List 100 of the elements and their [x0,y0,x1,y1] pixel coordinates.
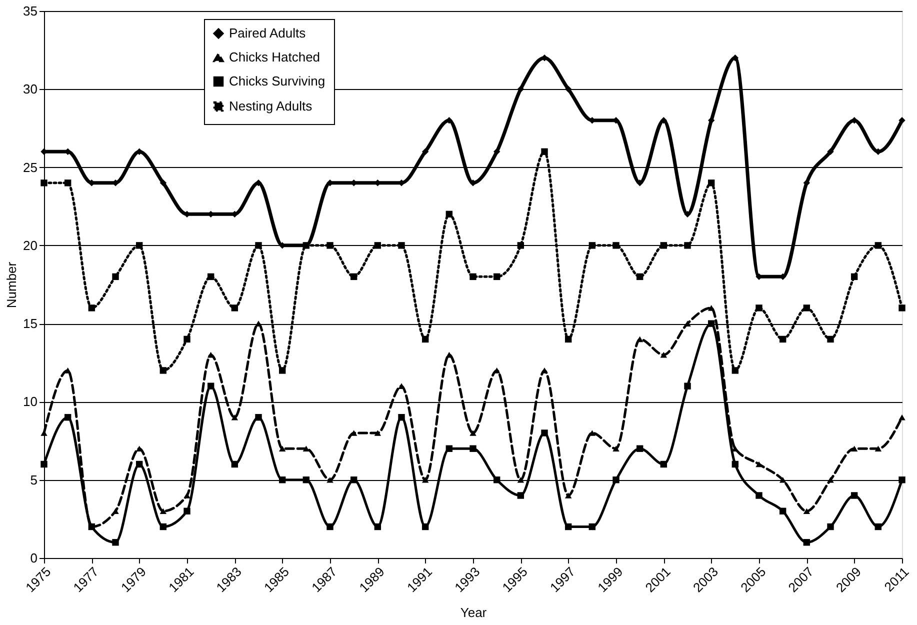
point [612,242,620,249]
point [40,460,48,468]
point [184,508,190,514]
point [302,446,310,452]
y-tick-label: 30 [23,82,38,97]
point [136,242,143,249]
y-tick-label: 5 [30,472,38,488]
point [732,54,739,62]
point [779,476,786,483]
legend-label: Chicks Hatched [229,50,320,64]
point [374,523,382,530]
point [564,86,572,92]
point [231,304,238,312]
point [732,460,739,468]
point [708,117,715,124]
point [874,446,882,452]
point [136,460,143,468]
point [302,242,310,249]
point [517,242,524,249]
point [564,492,572,498]
point [446,445,453,452]
point [898,117,906,124]
x-axis-title: Year [460,605,488,620]
point [422,336,429,343]
point [88,304,96,312]
point [756,304,762,312]
legend-label: Nesting Adults [229,98,313,114]
point [422,148,429,156]
point [207,382,214,390]
point [350,476,358,484]
point [541,368,548,374]
point [564,523,572,530]
point [112,539,119,546]
point [827,476,834,483]
point [398,242,405,249]
point [326,476,334,483]
y-tick-label: 0 [30,550,38,566]
point [612,446,620,452]
point [708,180,715,186]
point [160,523,167,530]
point [40,180,48,186]
point [446,117,453,124]
point [350,273,358,280]
point [493,273,500,280]
point [493,476,500,484]
point [112,508,119,514]
legend-label: Chicks Surviving [229,74,326,88]
y-tick-label: 20 [23,238,38,253]
point [231,414,238,420]
point [302,476,310,484]
point [374,242,382,249]
point [517,476,524,483]
point [422,523,429,530]
point [278,367,286,374]
point [564,336,572,343]
point [898,414,906,420]
y-tick-label: 10 [23,394,38,410]
point [636,180,644,186]
point [255,414,262,421]
point [684,242,691,249]
point [64,368,72,374]
point [541,430,548,436]
point [827,148,834,156]
point [827,336,834,343]
point [326,523,334,530]
point [803,180,810,186]
point [898,476,906,484]
point [517,86,524,92]
point [255,242,262,249]
point [636,273,644,280]
y-tick-label: 35 [23,4,38,18]
point [803,304,810,312]
point [874,523,882,530]
point [160,180,167,186]
point [40,430,48,436]
point [326,242,334,249]
point [708,320,715,327]
point [827,523,834,530]
legend-label: Paired Adults [229,26,306,40]
point [160,367,167,374]
point [255,180,262,186]
point [184,336,190,343]
point [517,492,524,499]
point [541,148,548,156]
point [874,242,882,249]
point [636,445,644,452]
y-tick-label: 25 [23,160,38,175]
point [278,446,286,452]
point [803,508,810,514]
point [184,492,190,498]
point [398,414,405,421]
point [612,476,620,484]
point [660,352,668,358]
point [470,273,476,280]
y-tick-label: 15 [23,316,38,332]
point [732,367,739,374]
point [660,460,668,468]
point [898,304,906,312]
point [231,460,238,468]
point [446,210,453,218]
